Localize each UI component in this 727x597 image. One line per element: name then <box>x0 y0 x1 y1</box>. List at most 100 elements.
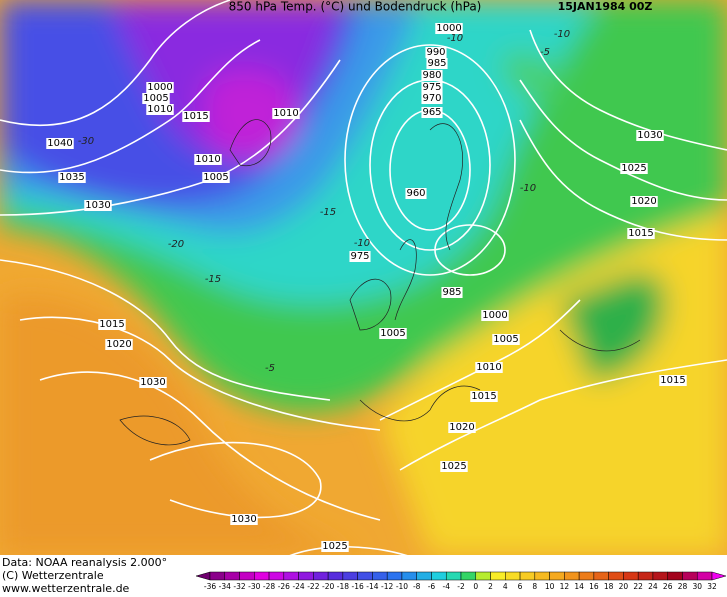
colorbar-cell <box>283 571 299 581</box>
isobar-label: 1000 <box>436 23 461 34</box>
isobar-label-bg <box>426 58 448 69</box>
isobar-label-bg <box>379 328 407 339</box>
colorbar-cell <box>593 571 609 581</box>
colorbar-label: 10 <box>545 582 555 591</box>
isobar-label-bg <box>84 200 112 211</box>
isobar-label-bg <box>440 461 468 472</box>
isobar-label: 975 <box>350 251 369 262</box>
isobar-label-bg <box>475 362 503 373</box>
isobar-label: 1010 <box>195 154 220 165</box>
isobar-label: 980 <box>422 70 441 81</box>
colorbar-label: 2 <box>488 582 493 591</box>
colorbar-arrow <box>711 571 727 581</box>
isobar-label: 1015 <box>660 375 685 386</box>
colorbar-cell <box>327 571 344 581</box>
isobar-label-bg <box>421 107 443 118</box>
colorbar-cell <box>682 571 698 581</box>
isobar-label-bg <box>405 188 427 199</box>
data-source: Data: NOAA reanalysis 2.000° <box>2 556 167 569</box>
colorbar-label: -30 <box>248 582 260 591</box>
colorbar-cell <box>505 571 521 581</box>
colorbar-cell <box>564 571 580 581</box>
isobar-label-bg <box>441 287 463 298</box>
temperature-label: -10 <box>354 238 370 249</box>
colorbar-label: 12 <box>560 582 570 591</box>
temperature-label: -5 <box>265 363 275 374</box>
colorbar-cell <box>652 571 668 581</box>
colorbar-cell <box>357 571 373 581</box>
colorbar-label: 24 <box>648 582 658 591</box>
temperature-label: -5 <box>540 47 550 58</box>
colorbar-cell <box>386 571 403 581</box>
colorbar-cell <box>254 571 270 581</box>
colorbar-cell <box>268 571 285 581</box>
isobar-label: 1025 <box>441 461 466 472</box>
isobar-label: 1015 <box>183 111 208 122</box>
isobar-label: 1015 <box>99 319 124 330</box>
colorbar-cell <box>416 571 432 581</box>
colorbar-cell <box>313 571 329 581</box>
isobar-label-bg <box>202 172 230 183</box>
isobar-label: 1030 <box>637 130 662 141</box>
isobar-label-bg <box>421 70 443 81</box>
isobar-label-bg <box>425 47 447 58</box>
isobar-label-bg <box>98 319 126 330</box>
isobar-label: 975 <box>422 82 441 93</box>
colorbar-label: -32 <box>233 582 245 591</box>
colorbar-cell <box>431 571 447 581</box>
isobar-label-bg <box>146 104 174 115</box>
temperature-label: -10 <box>554 29 570 40</box>
isobar-label: 1025 <box>322 541 347 552</box>
temperature-field: 1000990985980975970965960100010051010101… <box>0 0 727 555</box>
colorbar-cell <box>623 571 639 581</box>
colorbar-cell <box>519 571 536 581</box>
isobar-label: 1020 <box>106 339 131 350</box>
colorbar-label: -22 <box>307 582 319 591</box>
isobar-label: 965 <box>422 107 441 118</box>
isobar-label-bg <box>492 334 520 345</box>
colorbar-label: 8 <box>532 582 537 591</box>
colorbar-cell <box>298 571 314 581</box>
isobar-label-bg <box>194 154 222 165</box>
isobar-label-bg <box>630 196 658 207</box>
isobar-label: 1020 <box>449 422 474 433</box>
isobar-label: 1020 <box>631 196 656 207</box>
colorbar-cell <box>342 571 358 581</box>
colorbar-label: 22 <box>633 582 643 591</box>
colorbar-label: -20 <box>322 582 334 591</box>
map-date: 15JAN1984 00Z <box>558 0 653 13</box>
isobar-label-bg <box>321 541 349 552</box>
colorbar-cell <box>696 571 713 581</box>
colorbar: -36 -34 -32 -30 -28 -26 -24 -22 -20 -18 -16 -14 -12-… <box>195 571 727 591</box>
isobar-label: 990 <box>426 47 445 58</box>
colorbar-cell <box>475 571 491 581</box>
colorbar-label: 28 <box>678 582 688 591</box>
colorbar-cell <box>445 571 462 581</box>
isobar-label: 985 <box>442 287 461 298</box>
isobar-label-bg <box>105 339 133 350</box>
colorbar-label: 14 <box>574 582 584 591</box>
colorbar-label: -12 <box>381 582 393 591</box>
isobar-label-bg <box>448 422 476 433</box>
colorbar-label: -26 <box>278 582 290 591</box>
colorbar-label: 26 <box>663 582 673 591</box>
temperature-label: -15 <box>320 207 336 218</box>
temperature-label: -20 <box>168 239 184 250</box>
temperature-label: -10 <box>520 183 536 194</box>
colorbar-cell <box>608 571 624 581</box>
isobar-label-bg <box>230 514 258 525</box>
colorbar-label: -34 <box>219 582 231 591</box>
isobar-label-bg <box>620 163 648 174</box>
colorbar-cell <box>209 571 226 581</box>
colorbar-label: 0 <box>473 582 478 591</box>
website: www.wetterzentrale.de <box>2 582 130 593</box>
isobar-label-bg <box>481 310 509 321</box>
isobar-label: 1010 <box>273 108 298 119</box>
isobar-label-bg <box>421 82 443 93</box>
isobar-label: 1005 <box>493 334 518 345</box>
isobar-label-bg <box>142 93 170 104</box>
isobar-label: 1005 <box>203 172 228 183</box>
colorbar-label: -24 <box>292 582 304 591</box>
colorbar-label: -36 <box>204 582 216 591</box>
